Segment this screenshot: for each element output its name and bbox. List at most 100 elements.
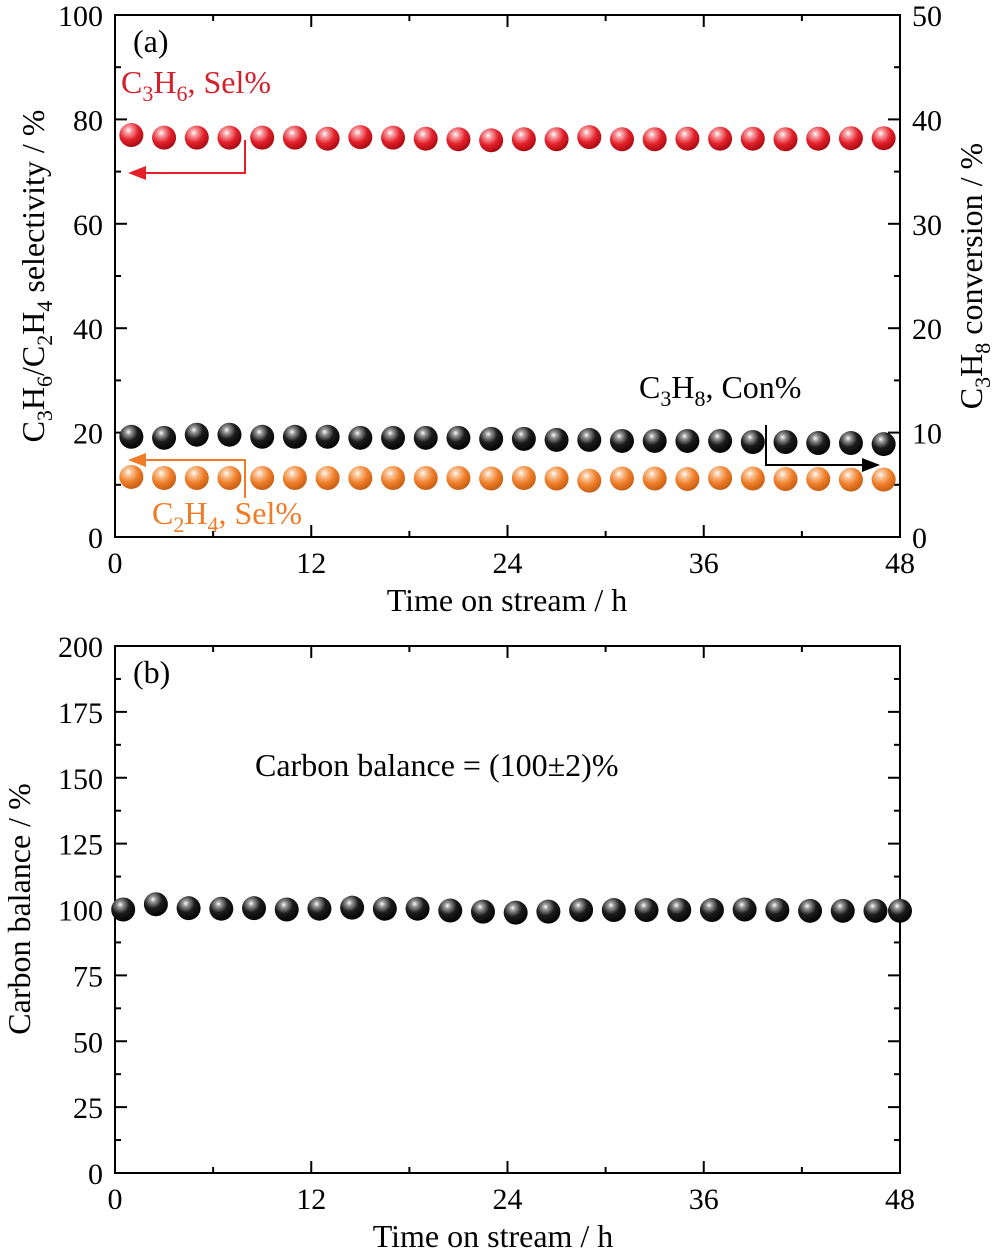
point-c3h8 xyxy=(381,425,406,450)
point-carbon xyxy=(209,896,234,921)
panel-a-y-tick-label: 20 xyxy=(73,418,103,451)
point-c3h6 xyxy=(217,125,242,150)
panel-a-x-tick-label: 36 xyxy=(689,547,719,580)
panel-a-right-y-tick-label: 20 xyxy=(912,313,942,346)
panel-a-x-tick-label: 24 xyxy=(493,547,523,580)
point-c3h6 xyxy=(544,127,569,152)
carbon-balance-annotation: Carbon balance = (100±2)% xyxy=(255,747,618,783)
point-carbon xyxy=(830,898,855,923)
point-c2h4 xyxy=(871,467,896,492)
point-c2h4 xyxy=(184,466,209,491)
point-c3h8 xyxy=(740,429,765,454)
point-carbon xyxy=(732,897,757,922)
point-c3h8 xyxy=(806,431,831,456)
point-c3h6 xyxy=(413,126,438,151)
panel-b-ticks: 0 12 24 36 48 0 25 50 75 100 125 150 175 200 xyxy=(58,631,915,1216)
panel-a-x-axis-title: Time on stream / h xyxy=(387,582,628,618)
panel-a-right-y-tick-label: 10 xyxy=(912,418,942,451)
point-c2h4 xyxy=(708,466,733,491)
point-c2h4 xyxy=(315,466,340,491)
point-c3h8 xyxy=(446,425,471,450)
panel-a-y-tick-label: 80 xyxy=(73,104,103,137)
legend-c2h4-sel: C2H4, Sel% xyxy=(152,495,302,537)
point-c3h6 xyxy=(838,126,863,151)
point-c3h8 xyxy=(773,429,798,454)
point-carbon xyxy=(634,898,659,923)
legend-c3h6-sel: C3H6, Sel% xyxy=(121,64,271,106)
point-c3h8 xyxy=(871,432,896,457)
panel-a-x-tick-label: 0 xyxy=(108,547,123,580)
panel-a-series xyxy=(119,123,896,493)
point-c3h6 xyxy=(642,127,667,152)
point-carbon xyxy=(863,898,888,923)
panel-b-y-tick-label: 200 xyxy=(58,631,103,664)
point-c3h8 xyxy=(348,425,373,450)
point-carbon xyxy=(765,898,790,923)
point-carbon xyxy=(274,897,299,922)
panel-b-y-tick-label: 75 xyxy=(73,960,103,993)
point-c2h4 xyxy=(544,466,569,491)
point-c3h8 xyxy=(838,431,863,456)
point-c3h6 xyxy=(381,125,406,150)
point-c2h4 xyxy=(282,466,307,491)
point-c2h4 xyxy=(773,467,798,492)
panel-b-series xyxy=(111,892,912,925)
panel-a-right-y-tick-label: 0 xyxy=(912,522,927,555)
point-carbon xyxy=(798,898,823,923)
point-c3h8 xyxy=(675,428,700,453)
point-c3h6 xyxy=(315,126,340,151)
point-c3h8 xyxy=(511,426,536,451)
panel-b-x-tick-label: 24 xyxy=(493,1183,523,1216)
panel-a-right-y-tick-label: 30 xyxy=(912,209,942,242)
panel-a-right-y-tick-label: 40 xyxy=(912,104,942,137)
point-carbon xyxy=(340,895,365,920)
point-carbon xyxy=(307,896,332,921)
point-c3h6 xyxy=(773,127,798,152)
arrow-c2h4-to-left-axis xyxy=(128,453,246,498)
point-c2h4 xyxy=(642,466,667,491)
panel-b-y-tick-label: 150 xyxy=(58,763,103,796)
legend-c3h8-con: C3H8, Con% xyxy=(639,369,801,411)
point-c3h8 xyxy=(152,425,177,450)
panel-b-y-tick-label: 50 xyxy=(73,1026,103,1059)
point-carbon xyxy=(699,898,724,923)
point-c2h4 xyxy=(479,466,504,491)
point-c3h6 xyxy=(708,126,733,151)
panel-b-x-tick-label: 48 xyxy=(885,1183,915,1216)
point-c2h4 xyxy=(806,467,831,492)
panel-a-left-y-axis-title: C3H6/C2H4 selectivity / % xyxy=(15,110,57,443)
point-c3h8 xyxy=(609,428,634,453)
point-c2h4 xyxy=(511,466,536,491)
point-c3h6 xyxy=(740,126,765,151)
point-carbon xyxy=(438,898,463,923)
panel-b-y-tick-label: 25 xyxy=(73,1092,103,1125)
point-carbon xyxy=(176,896,201,921)
point-c3h8 xyxy=(282,424,307,449)
point-c3h6 xyxy=(609,127,634,152)
panel-b: 0 12 24 36 48 0 25 50 75 100 125 150 175 200 (b) Time… xyxy=(1,631,915,1251)
point-c3h6 xyxy=(511,127,536,152)
point-c3h6 xyxy=(446,127,471,152)
arrow-c3h8-to-right-axis xyxy=(765,425,880,472)
point-carbon xyxy=(569,898,594,923)
point-c2h4 xyxy=(577,468,602,493)
point-carbon xyxy=(667,898,692,923)
panel-a-y-tick-label: 0 xyxy=(88,522,103,555)
point-c3h6 xyxy=(675,126,700,151)
panel-a-right-y-tick-label: 50 xyxy=(912,0,942,33)
panel-b-y-tick-label: 100 xyxy=(58,895,103,928)
point-c3h8 xyxy=(479,426,504,451)
panel-b-y-axis-title: Carbon balance / % xyxy=(1,783,37,1034)
point-c2h4 xyxy=(675,467,700,492)
panel-a-y-tick-label: 40 xyxy=(73,313,103,346)
panel-b-y-tick-label: 125 xyxy=(58,829,103,862)
point-carbon xyxy=(111,897,136,922)
point-c3h6 xyxy=(871,126,896,151)
point-carbon xyxy=(143,892,168,917)
point-c2h4 xyxy=(250,466,275,491)
point-carbon xyxy=(405,896,430,921)
point-carbon xyxy=(372,896,397,921)
point-c2h4 xyxy=(740,466,765,491)
point-c2h4 xyxy=(217,466,242,491)
